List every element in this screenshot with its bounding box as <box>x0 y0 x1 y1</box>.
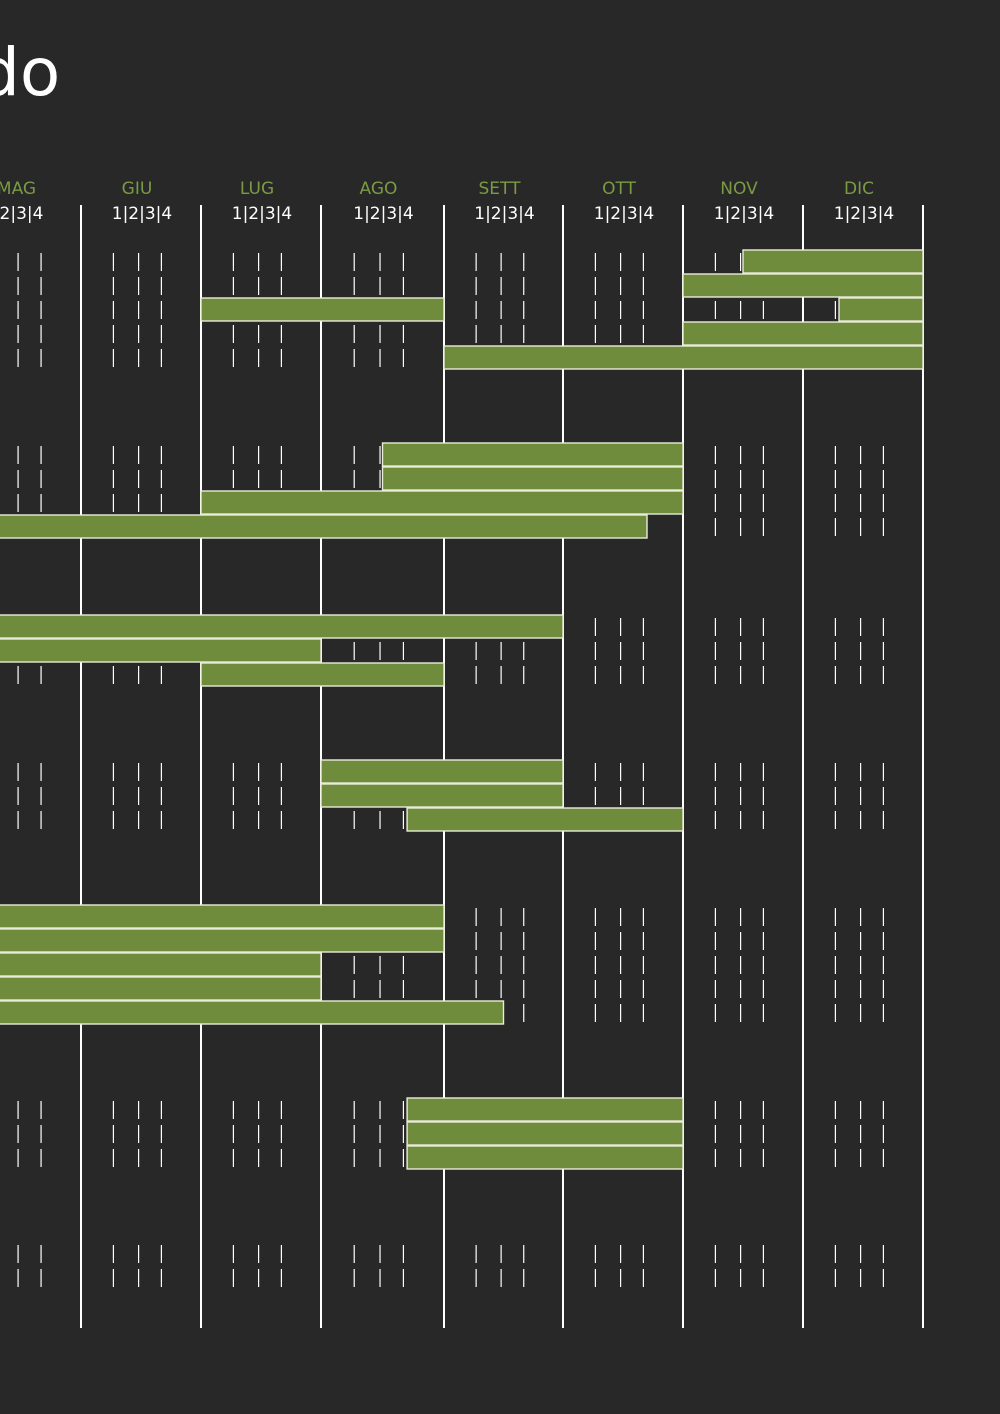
month-label: SETT <box>478 179 521 199</box>
week-label: 2|3|4 <box>0 204 43 224</box>
week-label: 1|2|3|4 <box>232 204 292 224</box>
week-label: 1|2|3|4 <box>353 204 413 224</box>
task-bar <box>406 1145 684 1170</box>
month-label: NOV <box>720 179 758 199</box>
task-bar <box>0 952 322 977</box>
task-bar <box>381 442 684 467</box>
task-bar <box>443 345 924 370</box>
task-bar <box>0 928 445 953</box>
page-title: do <box>0 34 61 111</box>
month-label: MAG <box>0 179 36 199</box>
task-bar <box>0 976 322 1001</box>
month-label: GIU <box>122 179 153 199</box>
task-bar <box>200 490 684 515</box>
task-bar <box>406 807 684 832</box>
month-label: AGO <box>360 179 398 199</box>
task-bar <box>0 614 564 639</box>
month-label: DIC <box>844 179 874 199</box>
task-bar <box>742 249 924 274</box>
task-bar <box>200 662 445 687</box>
task-bar <box>320 759 564 784</box>
month-label: LUG <box>240 179 274 199</box>
week-label: 1|2|3|4 <box>474 204 534 224</box>
month-label: OTT <box>602 179 636 199</box>
week-label: 1|2|3|4 <box>714 204 774 224</box>
task-bar <box>0 638 322 663</box>
task-bar <box>0 1000 505 1025</box>
week-label: 1|2|3|4 <box>594 204 654 224</box>
month-header: MAG 2|3|4 GIU 1|2|3|4 LUG 1|2|3|4 AGO 1|2|3|4 SE… <box>0 179 894 224</box>
task-bar <box>838 297 924 322</box>
task-bar <box>381 466 684 491</box>
task-bar <box>682 273 924 298</box>
task-bar <box>406 1097 684 1122</box>
task-bars <box>0 249 924 1170</box>
task-bar <box>0 904 445 929</box>
task-bar <box>200 297 445 322</box>
task-bar <box>682 321 924 346</box>
task-bar <box>320 783 564 808</box>
task-bar <box>0 514 648 539</box>
task-bar <box>406 1121 684 1146</box>
week-label: 1|2|3|4 <box>112 204 172 224</box>
week-label: 1|2|3|4 <box>834 204 894 224</box>
